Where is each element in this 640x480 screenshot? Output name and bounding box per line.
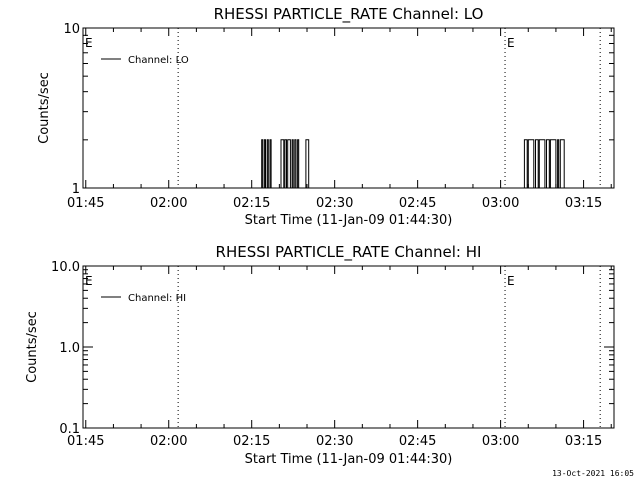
y-tick-label: 1.0 — [59, 341, 80, 356]
y-tick-label: 0.1 — [59, 422, 80, 437]
legend-label: Channel: HI — [128, 293, 186, 304]
x-tick-label: 02:00 — [150, 434, 187, 449]
x-tick-label: 02:00 — [150, 196, 187, 211]
chart-title: RHESSI PARTICLE_RATE Channel: LO — [214, 5, 484, 24]
event-marker: E — [507, 274, 515, 288]
plot-frame — [82, 27, 615, 189]
x-tick-label: 03:15 — [565, 196, 602, 211]
y-tick-label: 10.0 — [51, 260, 80, 275]
x-tick-label: 02:30 — [316, 434, 353, 449]
chart-title: RHESSI PARTICLE_RATE Channel: HI — [216, 243, 482, 262]
y-tick-label: 10 — [63, 22, 80, 37]
event-marker: E — [85, 274, 93, 288]
x-tick-label: 01:45 — [67, 196, 104, 211]
y-axis-label: Counts/sec — [25, 311, 40, 383]
x-tick-label: 03:00 — [482, 196, 519, 211]
event-marker: E — [85, 36, 93, 50]
event-marker: E — [507, 36, 515, 50]
y-axis-label: Counts/sec — [37, 72, 52, 144]
x-tick-label: 01:45 — [67, 434, 104, 449]
x-tick-label: 02:15 — [233, 196, 270, 211]
x-tick-label: 02:45 — [399, 434, 436, 449]
data-series-line — [260, 139, 565, 189]
x-tick-label: 03:00 — [482, 434, 519, 449]
x-tick-label: 02:30 — [316, 196, 353, 211]
chart-hi: RHESSI PARTICLE_RATE Channel: HI 01:45 02:… — [25, 243, 615, 467]
x-tick-label: 02:15 — [233, 434, 270, 449]
x-tick-label: 02:45 — [399, 196, 436, 211]
plot-frame — [82, 265, 615, 429]
legend-label: Channel: LO — [128, 55, 189, 66]
x-axis-label: Start Time (11-Jan-09 01:44:30) — [245, 213, 453, 228]
y-tick-label: 1 — [72, 182, 80, 197]
x-tick-label: 03:15 — [565, 434, 602, 449]
x-axis-label: Start Time (11-Jan-09 01:44:30) — [245, 452, 453, 467]
chart-lo: RHESSI PARTICLE_RATE Channel: LO 01:45 02:… — [37, 5, 615, 228]
footer-timestamp: 13-Oct-2021 16:05 — [552, 469, 634, 478]
